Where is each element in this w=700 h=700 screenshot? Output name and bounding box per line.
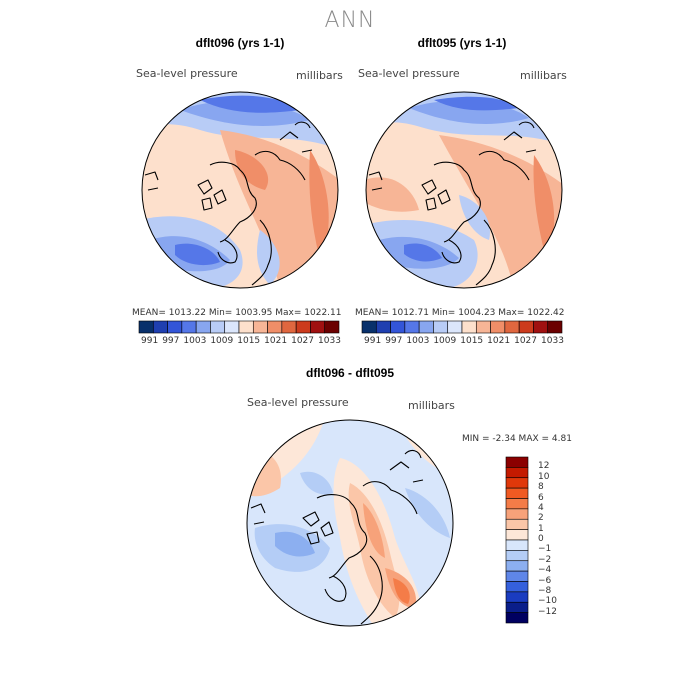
colorbar-swatch: [195, 320, 211, 334]
colorbar-swatch: [238, 320, 254, 334]
diff-colorbar-swatch: [505, 477, 529, 489]
panel1-polar-map: [141, 91, 339, 289]
diff-colorbar-tick-label: 12: [538, 461, 550, 472]
diff-colorbar-swatch: [505, 529, 529, 541]
diff-colorbar-tick-label: 0: [538, 534, 544, 544]
colorbar-swatch: [295, 320, 311, 334]
colorbar-tick-label: 1003: [406, 336, 430, 346]
diff-colorbar-swatch: [505, 487, 529, 499]
colorbar-tick-label: 1015: [237, 336, 261, 346]
colorbar-swatch: [138, 320, 154, 334]
diff-colorbar-swatch: [505, 518, 529, 530]
diff-colorbar-tick-label: −6: [538, 575, 552, 586]
colorbar-swatch: [210, 320, 226, 334]
diff-colorbar-swatch: [505, 508, 529, 520]
colorbar-swatch: [361, 320, 377, 334]
colorbar-tick-label: 1021: [487, 336, 511, 346]
diff-colorbar-swatch: [505, 560, 529, 572]
colorbar-tick-label: 1015: [460, 336, 484, 346]
panel2-colorbar-ticks: 991 997 1003 1009 1015 1021 1027 1033: [362, 336, 566, 346]
diff-colorbar-swatch: [505, 570, 529, 582]
diff-colorbar-swatch: [505, 612, 529, 624]
colorbar-tick-label: 1033: [318, 336, 341, 346]
colorbar-tick-label: 991: [364, 336, 382, 346]
colorbar-tick-label: 1009: [433, 336, 457, 346]
diff-colorbar-tick-label: 2: [538, 513, 544, 524]
colorbar-swatch: [324, 320, 340, 334]
diff-colorbar-tick-label: −8: [538, 585, 552, 596]
panel2-polar-map: [365, 91, 563, 289]
panel1-units-label: millibars: [296, 69, 343, 82]
colorbar-swatch: [267, 320, 283, 334]
colorbar-swatch: [518, 320, 534, 334]
difference-units-label: millibars: [408, 399, 455, 412]
diff-colorbar-swatch: [505, 601, 529, 613]
diff-colorbar-tick-label: −12: [538, 606, 557, 617]
diff-colorbar-tick-label: −2: [538, 554, 552, 565]
colorbar-swatch: [310, 320, 326, 334]
colorbar-swatch: [224, 320, 240, 334]
colorbar-swatch: [418, 320, 434, 334]
figure-title: ANN: [324, 8, 376, 33]
colorbar-swatch: [533, 320, 549, 334]
panel1-variable-label: Sea-level pressure: [136, 67, 238, 80]
panel1-colorbar: [138, 320, 340, 334]
colorbar-swatch: [404, 320, 420, 334]
colorbar-tick-label: 991: [141, 336, 159, 346]
colorbar-swatch: [475, 320, 491, 334]
diff-colorbar-tick-label: 10: [538, 471, 550, 482]
colorbar-swatch: [447, 320, 463, 334]
colorbar-tick-label: 1009: [210, 336, 234, 346]
colorbar-swatch: [181, 320, 197, 334]
panel2-title: dflt095 (yrs 1-1): [417, 36, 507, 50]
difference-title: dflt096 - dflt095: [305, 366, 395, 380]
panel1-stats: MEAN= 1013.22 Min= 1003.95 Max= 1022.11: [132, 308, 342, 318]
panel1-colorbar-ticks: 991 997 1003 1009 1015 1021 1027 1033: [139, 336, 343, 346]
panel2-colorbar: [361, 320, 563, 334]
diff-colorbar-tick-label: 1: [538, 523, 544, 534]
difference-min-max: MIN = -2.34 MAX = 4.81: [462, 434, 572, 444]
diff-colorbar-tick-label: −4: [538, 565, 552, 576]
diff-colorbar-tick-label: −1: [538, 544, 552, 555]
diff-colorbar-swatch: [505, 581, 529, 593]
diff-colorbar-swatch: [505, 456, 529, 468]
colorbar-swatch: [252, 320, 268, 334]
difference-colorbar: [505, 456, 529, 624]
colorbar-swatch: [490, 320, 506, 334]
colorbar-tick-label: 1027: [514, 336, 537, 346]
colorbar-tick-label: 1021: [264, 336, 288, 346]
colorbar-swatch: [461, 320, 477, 334]
colorbar-swatch: [433, 320, 449, 334]
diff-colorbar-swatch: [505, 467, 529, 479]
diff-colorbar-swatch: [505, 539, 529, 551]
panel2-units-label: millibars: [520, 69, 567, 82]
panel2-variable-label: Sea-level pressure: [358, 67, 460, 80]
difference-variable-label: Sea-level pressure: [247, 396, 349, 409]
diff-colorbar-tick-label: −10: [538, 596, 557, 607]
diff-colorbar-swatch: [505, 591, 529, 603]
colorbar-swatch: [390, 320, 406, 334]
colorbar-swatch: [281, 320, 297, 334]
diff-colorbar-swatch: [505, 550, 529, 562]
colorbar-tick-label: 997: [162, 336, 180, 346]
difference-polar-map: [246, 419, 454, 627]
colorbar-swatch: [167, 320, 183, 334]
colorbar-swatch: [152, 320, 168, 334]
diff-colorbar-tick-label: 6: [538, 492, 544, 503]
diff-colorbar-swatch: [505, 498, 529, 510]
colorbar-swatch: [547, 320, 563, 334]
diff-colorbar-tick-label: 4: [538, 502, 544, 513]
colorbar-swatch: [504, 320, 520, 334]
colorbar-tick-label: 1003: [183, 336, 207, 346]
panel2-stats: MEAN= 1012.71 Min= 1004.23 Max= 1022.42: [355, 308, 565, 318]
colorbar-tick-label: 997: [385, 336, 403, 346]
colorbar-tick-label: 1027: [291, 336, 314, 346]
colorbar-tick-label: 1033: [541, 336, 564, 346]
colorbar-swatch: [375, 320, 391, 334]
diff-colorbar-tick-label: 8: [538, 482, 544, 493]
panel1-title: dflt096 (yrs 1-1): [195, 36, 285, 50]
